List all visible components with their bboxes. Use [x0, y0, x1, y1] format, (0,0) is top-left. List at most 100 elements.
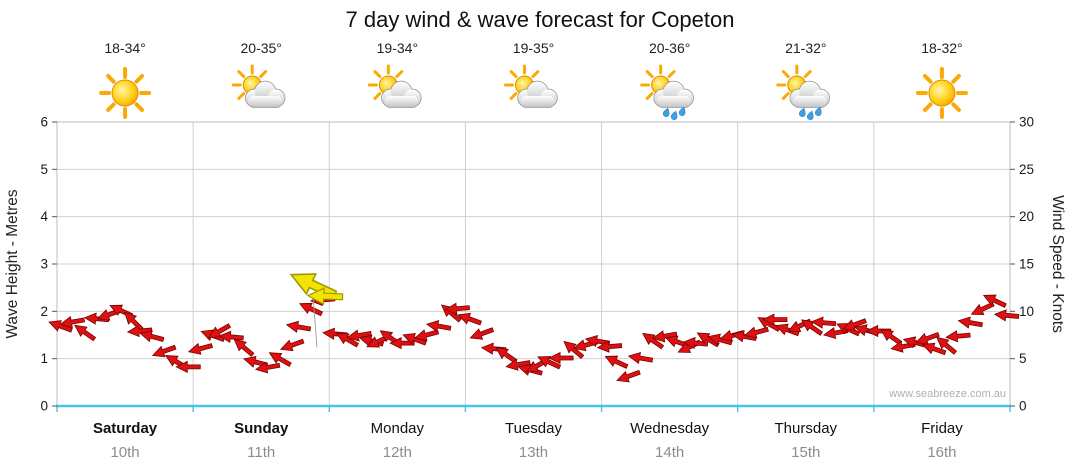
wind-arrow — [880, 329, 903, 346]
wind-arrow — [921, 342, 947, 356]
sun-cloud-icon — [504, 64, 558, 108]
left-tick-label: 3 — [40, 257, 48, 272]
wind-arrow — [563, 340, 585, 360]
day-date: 14th — [655, 444, 685, 461]
grid — [56, 121, 1011, 412]
wind-arrow — [233, 338, 255, 357]
day-temp-range: 18-32° — [921, 40, 963, 56]
wind-arrow — [279, 338, 305, 352]
axis-ticks: 0 1 2 3 4 5 6 0 5 10 15 20 25 30 — [40, 115, 1034, 414]
wind-arrow — [642, 332, 665, 350]
left-tick-label: 1 — [40, 351, 48, 366]
wind-arrow — [440, 304, 462, 323]
wind-arrow — [682, 336, 709, 350]
wind-arrow — [505, 358, 531, 371]
wind-arrow — [299, 302, 323, 317]
left-tick-label: 4 — [40, 209, 48, 224]
wind-arrow — [402, 333, 427, 346]
day-name: Saturday — [92, 420, 158, 437]
day-date: 13th — [518, 444, 549, 461]
wind-arrow — [268, 352, 292, 367]
day-name: Sunday — [234, 420, 289, 437]
wind-arrow — [335, 332, 360, 348]
day-temp-range: 19-35° — [512, 40, 555, 56]
wind-arrow — [426, 320, 452, 333]
wind-arrow — [126, 324, 153, 338]
day-name: Tuesday — [505, 420, 562, 437]
wind-arrow — [762, 313, 788, 326]
wind-arrow — [537, 356, 562, 370]
sun-cloud-rain-icon — [640, 64, 694, 120]
wind-arrow — [495, 347, 518, 364]
wind-arrow — [444, 302, 470, 315]
wind-arrow — [187, 342, 213, 355]
right-tick-label: 15 — [1019, 257, 1034, 272]
wind-arrow — [627, 351, 654, 365]
wind-arrow — [480, 342, 507, 355]
wind-arrow — [218, 330, 244, 343]
wind-arrow — [616, 369, 641, 383]
wind-arrow — [469, 327, 495, 340]
day-name: Friday — [921, 420, 963, 437]
sun-icon — [915, 67, 968, 119]
highlight-wind-arrow — [306, 287, 344, 306]
right-tick-label: 10 — [1019, 304, 1034, 319]
day-temp-range: 21-32° — [785, 40, 827, 56]
left-tick-label: 6 — [40, 115, 48, 130]
sun-icon — [99, 67, 152, 119]
sun-cloud-icon — [231, 64, 286, 108]
sun-cloud-icon — [367, 64, 422, 108]
day-date: 12th — [382, 444, 412, 461]
day-date: 15th — [791, 444, 821, 461]
left-tick-label: 5 — [40, 162, 48, 177]
wind-arrow — [993, 309, 1020, 322]
day-date: 10th — [110, 444, 140, 461]
wind-arrow — [48, 320, 73, 333]
wind-arrow — [810, 316, 837, 329]
day-temp-range: 20-35° — [240, 40, 282, 56]
day-temp-range: 19-34° — [376, 40, 419, 56]
wind-arrow — [800, 319, 824, 336]
highlight-arrows — [289, 273, 344, 348]
right-tick-label: 0 — [1019, 399, 1027, 414]
wind-arrow — [604, 355, 629, 369]
weather-icons-row — [99, 64, 968, 120]
left-tick-label: 2 — [40, 304, 48, 319]
wind-arrow — [346, 329, 372, 342]
chart-title: 7 day wind & wave forecast for Copeton — [345, 7, 735, 32]
day-temp-range: 18-34° — [104, 40, 146, 56]
right-tick-label: 25 — [1019, 162, 1034, 177]
wind-arrows — [48, 293, 1020, 383]
wind-arrow — [139, 330, 165, 343]
sun-cloud-rain-icon — [776, 64, 830, 120]
wind-arrow — [285, 320, 312, 333]
highlight-pointer-line — [312, 294, 318, 348]
wind-arrow — [842, 318, 867, 331]
wind-arrow — [322, 327, 348, 340]
wind-arrow — [865, 324, 892, 338]
wind-arrow — [915, 332, 940, 345]
watermark: www.seabreeze.com.au — [888, 388, 1006, 400]
wind-arrow — [74, 324, 97, 342]
wind-arrow — [936, 336, 958, 355]
wind-arrow — [652, 330, 678, 343]
wind-arrow — [207, 323, 232, 338]
wind-arrow — [945, 330, 971, 343]
highlight-wind-arrow — [289, 273, 338, 300]
day-name: Monday — [370, 420, 425, 437]
wind-arrow — [59, 316, 86, 329]
wind-arrow — [548, 351, 574, 365]
wind-arrow — [175, 360, 201, 374]
right-tick-label: 5 — [1019, 351, 1027, 366]
wind-arrow — [151, 344, 177, 358]
right-tick-label: 20 — [1019, 209, 1034, 224]
day-temp-range: 20-36° — [648, 40, 691, 56]
wind-arrow — [596, 340, 623, 353]
day-name: Wednesday — [630, 420, 710, 437]
wind-arrow — [255, 361, 281, 374]
day-date: 16th — [927, 444, 957, 461]
day-name: Thursday — [774, 420, 838, 437]
left-tick-label: 0 — [40, 399, 48, 414]
